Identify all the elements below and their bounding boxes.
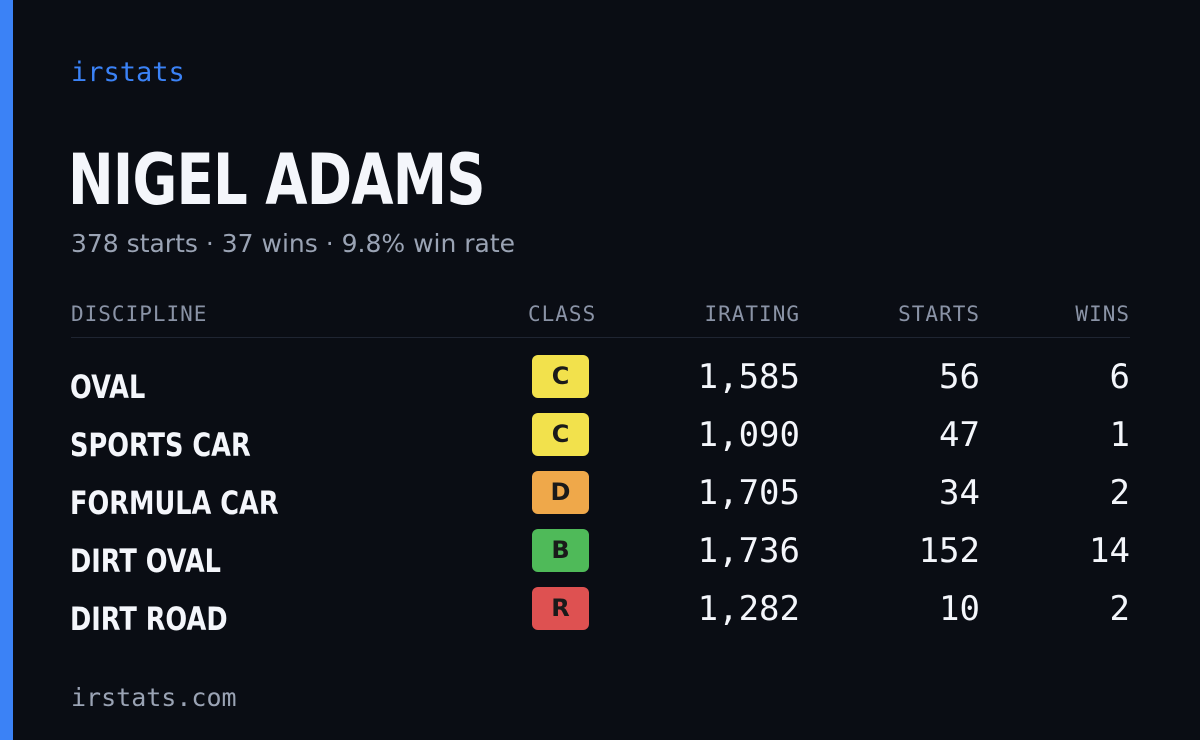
irating-value: 1,705: [697, 473, 800, 513]
accent-bar: [0, 0, 13, 740]
column-header-class: CLASS: [528, 302, 597, 326]
discipline-name: DIRT ROAD: [70, 600, 228, 638]
discipline-name: SPORTS CAR: [70, 426, 251, 464]
player-summary: 378 starts · 37 wins · 9.8% win rate: [71, 229, 516, 258]
license-class-badge: B: [532, 529, 589, 572]
wins-value: 14: [1089, 531, 1130, 571]
discipline-name: FORMULA CAR: [70, 484, 279, 522]
irating-value: 1,282: [697, 589, 800, 629]
wins-value: 2: [1109, 589, 1130, 629]
table-row: DIRT ROAD R 1,282 10 2: [0, 587, 1200, 645]
license-class-badge: D: [532, 471, 589, 514]
starts-value: 47: [939, 415, 980, 455]
irating-value: 1,736: [697, 531, 800, 571]
table-row: OVAL C 1,585 56 6: [0, 355, 1200, 413]
license-class-badge: R: [532, 587, 589, 630]
starts-value: 56: [939, 357, 980, 397]
column-header-irating: IRATING: [704, 302, 800, 326]
wins-value: 1: [1109, 415, 1130, 455]
irating-value: 1,090: [697, 415, 800, 455]
wins-value: 6: [1109, 357, 1130, 397]
column-header-starts: STARTS: [898, 302, 980, 326]
starts-value: 10: [939, 589, 980, 629]
starts-value: 152: [918, 531, 980, 571]
table-row: DIRT OVAL B 1,736 152 14: [0, 529, 1200, 587]
brand-logo: irstats: [71, 57, 185, 88]
column-header-wins: WINS: [1075, 302, 1130, 326]
footer-url: irstats.com: [71, 683, 237, 712]
discipline-name: DIRT OVAL: [70, 542, 221, 580]
discipline-name: OVAL: [70, 368, 146, 406]
table-row: SPORTS CAR C 1,090 47 1: [0, 413, 1200, 471]
irating-value: 1,585: [697, 357, 800, 397]
column-header-discipline: DISCIPLINE: [71, 302, 208, 326]
license-class-badge: C: [532, 413, 589, 456]
starts-value: 34: [939, 473, 980, 513]
license-class-badge: C: [532, 355, 589, 398]
table-row: FORMULA CAR D 1,705 34 2: [0, 471, 1200, 529]
wins-value: 2: [1109, 473, 1130, 513]
header-divider: [71, 337, 1130, 338]
player-name: NIGEL ADAMS: [68, 139, 486, 221]
